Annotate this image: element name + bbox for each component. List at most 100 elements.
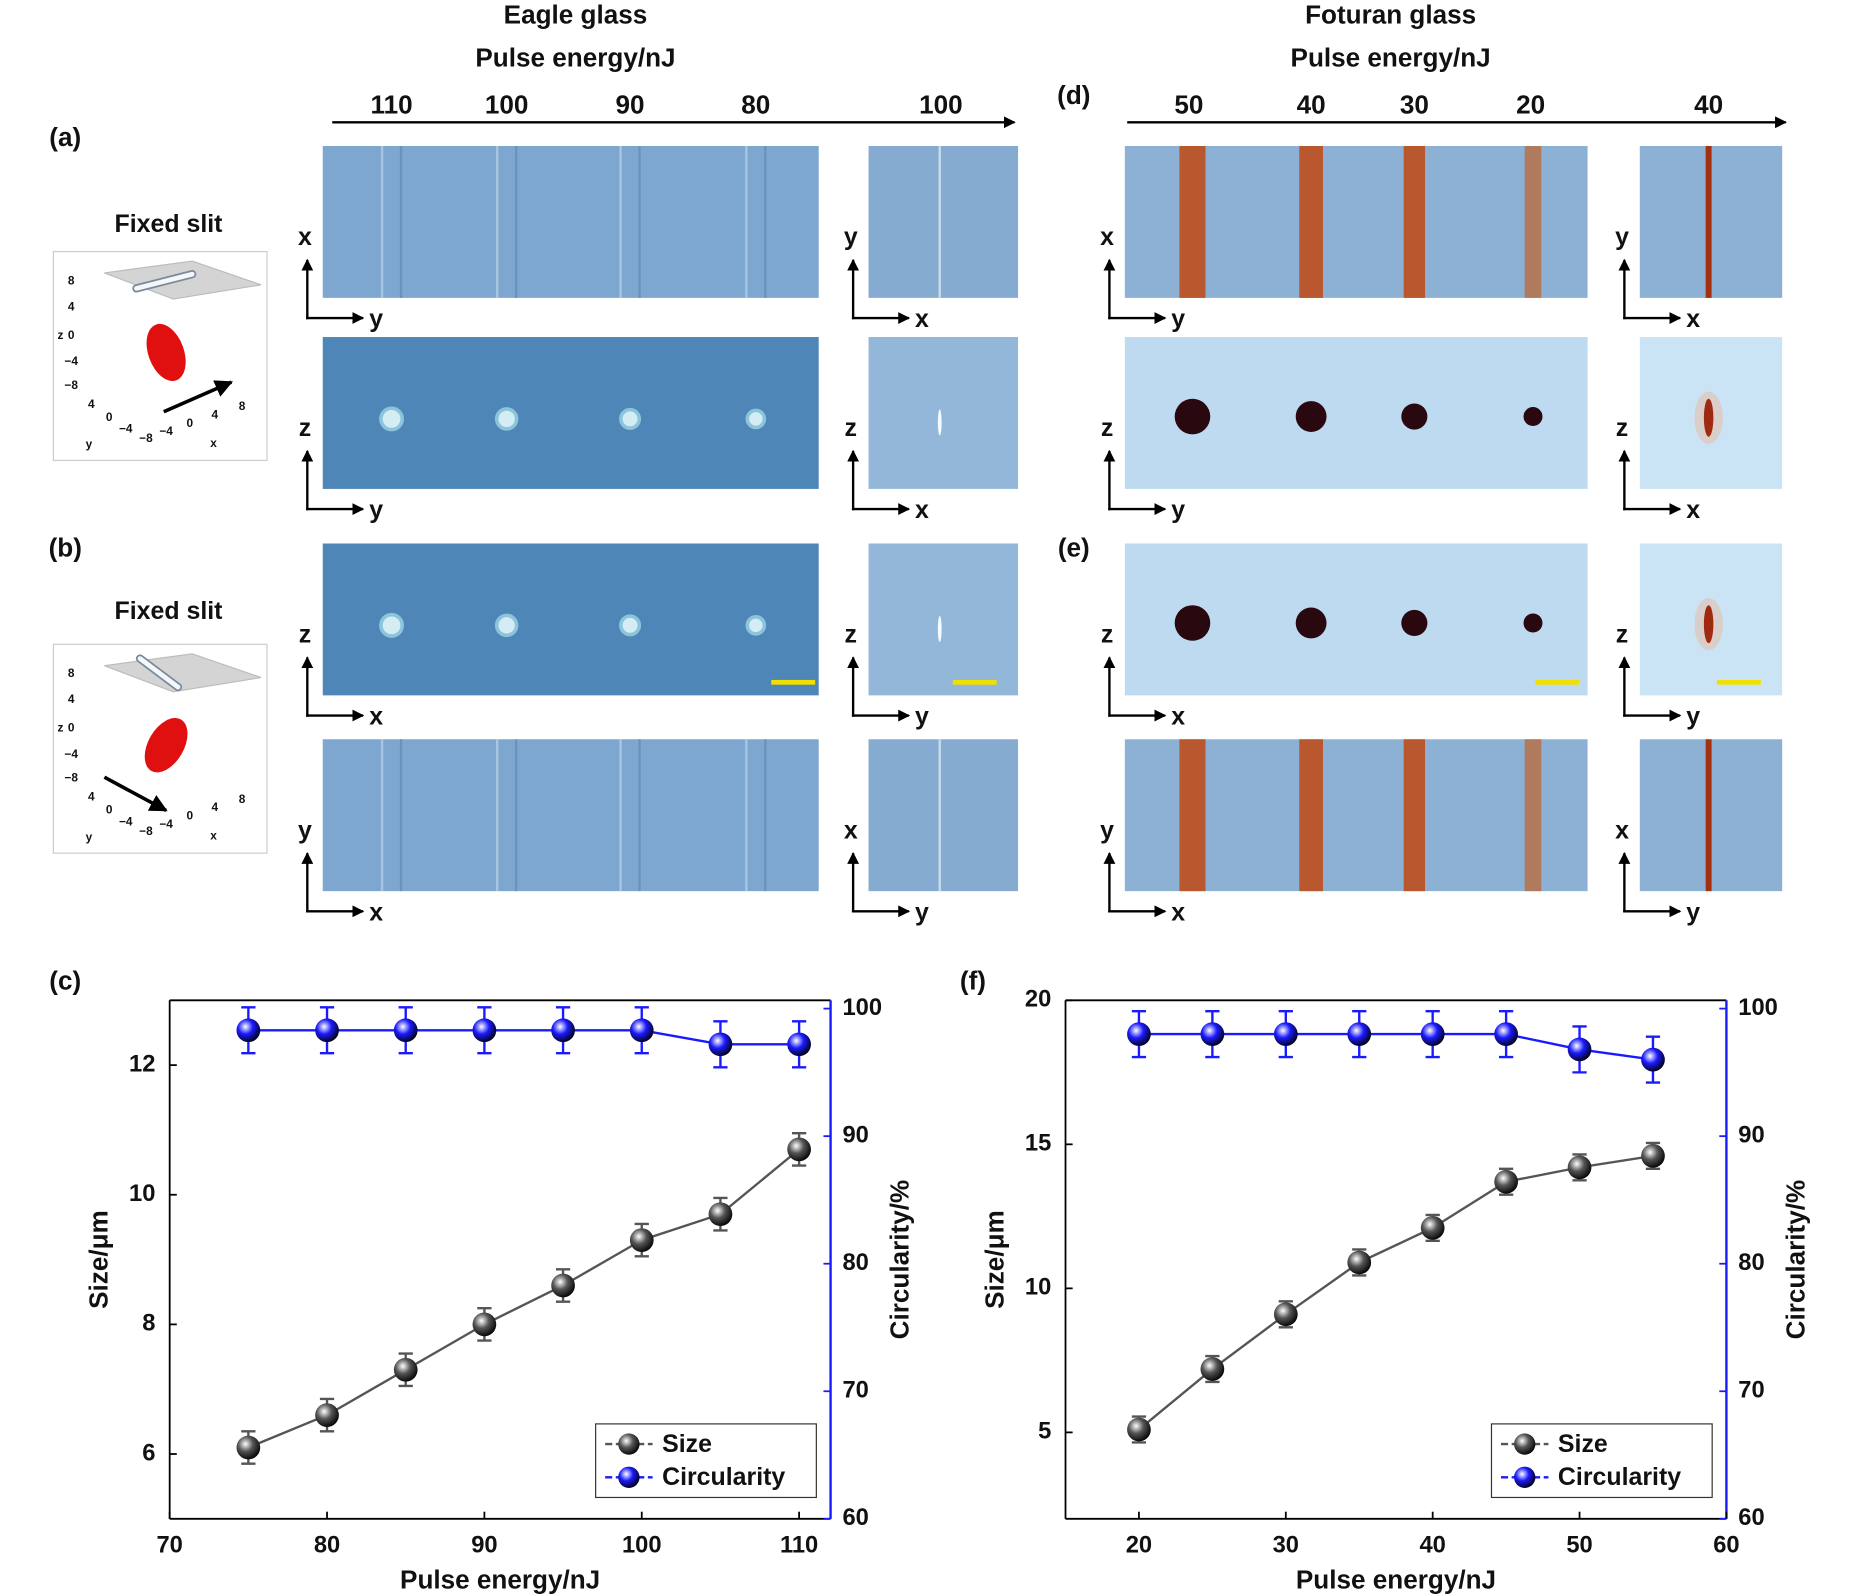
data-point <box>708 1032 733 1057</box>
micrograph <box>322 739 819 892</box>
legend-marker <box>1514 1433 1536 1455</box>
inset-axis-label: y <box>86 437 93 451</box>
data-point <box>393 1018 418 1043</box>
y2-tick-label: 80 <box>842 1250 868 1276</box>
x-tick-label: 50 <box>1566 1532 1592 1558</box>
inset-tick: 0 <box>68 721 75 735</box>
inset-tick: −4 <box>119 422 133 436</box>
inset-tick: 4 <box>68 300 75 314</box>
damage-spot <box>1401 609 1428 637</box>
micrograph <box>868 739 1019 892</box>
data-point <box>1567 1037 1592 1062</box>
x-tick-label: 30 <box>1273 1532 1299 1558</box>
damage-spot <box>937 409 942 436</box>
damage-spot <box>1703 605 1714 644</box>
axis-letter: x <box>1686 305 1700 333</box>
data-point <box>1347 1250 1372 1275</box>
energy-label: 50 <box>1174 90 1203 120</box>
data-point <box>787 1137 811 1162</box>
damage-spot <box>1295 607 1327 639</box>
damage-spot <box>619 407 642 430</box>
y-tick-label: 5 <box>1038 1419 1051 1445</box>
damage-spot <box>1703 398 1714 437</box>
axis-letter: z <box>1616 621 1628 649</box>
energy-label: 80 <box>741 90 770 120</box>
inset-tick: 0 <box>187 416 194 430</box>
inset-tick: −4 <box>159 817 173 831</box>
axis-letter: y <box>298 816 312 844</box>
inset-tick: −4 <box>64 354 78 368</box>
axis-letter: x <box>369 702 383 730</box>
data-point <box>315 1018 339 1043</box>
inset-tick: 8 <box>68 666 75 680</box>
inset-tick: 4 <box>211 407 218 421</box>
legend-marker <box>618 1433 640 1455</box>
micrograph <box>868 543 1019 696</box>
column-axis-label: Pulse energy/nJ <box>475 42 675 72</box>
trace <box>1299 145 1323 298</box>
axis-letter: y <box>915 898 929 926</box>
data-point <box>551 1018 575 1043</box>
inset-tick: −4 <box>159 424 173 438</box>
y-tick-label: 20 <box>1025 987 1051 1013</box>
axis-letter: z <box>1101 621 1113 649</box>
axis-letter: y <box>1686 898 1700 926</box>
inset-tick: −8 <box>64 378 78 392</box>
axis-letter: y <box>844 223 858 251</box>
panel-label: (f) <box>960 965 986 995</box>
axis-letter: z <box>299 414 311 442</box>
x-axis-label: Pulse energy/nJ <box>400 1565 600 1595</box>
column-title: Foturan glass <box>1305 0 1476 30</box>
trace <box>1403 739 1426 892</box>
x-tick-label: 40 <box>1419 1532 1445 1558</box>
inset-axis-label: x <box>210 436 217 450</box>
trace <box>1299 739 1323 892</box>
y-axis-label: Size/μm <box>84 1210 114 1309</box>
energy-label: 30 <box>1400 90 1429 120</box>
column-title: Eagle glass <box>504 0 648 30</box>
x-tick-label: 20 <box>1126 1532 1152 1558</box>
axis-letter: x <box>1171 898 1185 926</box>
data-point <box>629 1018 654 1043</box>
trace <box>1524 739 1542 892</box>
data-point <box>1494 1022 1518 1046</box>
data-point <box>629 1228 654 1252</box>
axis-letter: y <box>1171 305 1185 333</box>
inset-tick: 0 <box>106 803 113 817</box>
inset-axis-label: x <box>210 829 217 843</box>
legend-label: Size <box>662 1430 712 1458</box>
axis-letter: z <box>299 621 311 649</box>
trace <box>1524 145 1542 298</box>
y2-axis-label: Circularity/% <box>1780 1180 1810 1340</box>
data-point <box>472 1018 497 1043</box>
scale-bar <box>1716 679 1761 685</box>
axis-letter: x <box>1100 223 1114 251</box>
inset-tick: 4 <box>88 790 95 804</box>
axis-letter: z <box>1616 414 1628 442</box>
damage-spot <box>745 615 767 636</box>
y-axis-label: Size/μm <box>980 1210 1010 1309</box>
y-tick-label: 15 <box>1025 1131 1051 1157</box>
damage-spot <box>1174 398 1211 435</box>
inset-tick: 8 <box>239 792 246 806</box>
axis-letter: y <box>369 305 383 333</box>
legend-label: Circularity <box>1558 1463 1681 1491</box>
panel-label: (a) <box>49 122 81 152</box>
axis-letter: x <box>1686 496 1700 524</box>
inset-tick: −8 <box>139 431 153 445</box>
scale-bar <box>952 679 997 685</box>
energy-label: 100 <box>485 90 529 120</box>
x-tick-label: 70 <box>156 1532 182 1558</box>
series-line <box>1138 1032 1654 1061</box>
data-point <box>1347 1022 1372 1046</box>
trace <box>1403 145 1426 298</box>
inset-title: Fixed slit <box>115 597 223 625</box>
series-line <box>1138 1154 1654 1431</box>
damage-spot <box>1401 403 1428 430</box>
micrograph <box>868 145 1019 298</box>
legend-label: Size <box>1558 1430 1608 1458</box>
data-point <box>1420 1022 1445 1046</box>
axis-letter: x <box>915 305 929 333</box>
data-point <box>315 1403 339 1427</box>
